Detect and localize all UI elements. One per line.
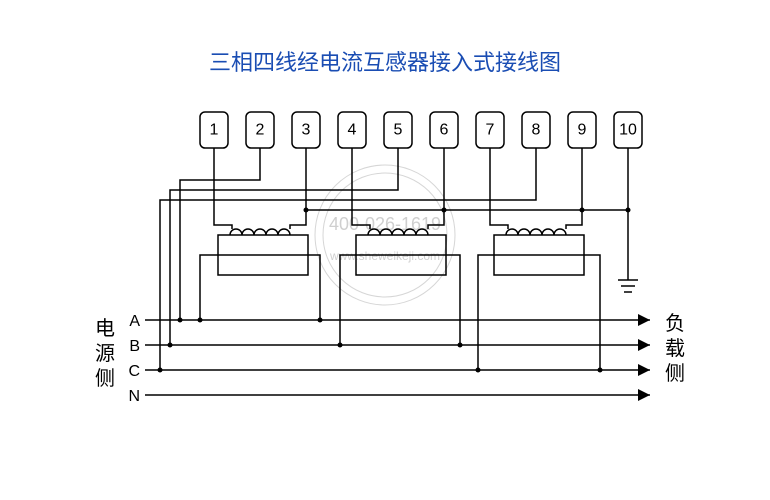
ct-c — [494, 229, 584, 275]
terminal-6: 6 — [430, 112, 458, 148]
phase-lines — [145, 314, 650, 401]
diagram-title: 三相四线经电流互感器接入式接线图 — [209, 50, 561, 75]
svg-text:8: 8 — [532, 122, 541, 139]
svg-text:10: 10 — [619, 122, 637, 139]
terminal-9: 9 — [568, 112, 596, 148]
terminal-7: 7 — [476, 112, 504, 148]
left-side-label: 电 源 侧 — [95, 317, 115, 390]
wiring-diagram: 三相四线经电流互感器接入式接线图 400-026-1619 www.shewei… — [0, 0, 770, 500]
right-label-1: 负 — [665, 312, 685, 335]
right-label-3: 侧 — [665, 362, 685, 385]
left-label-2: 源 — [95, 342, 115, 365]
svg-text:6: 6 — [440, 122, 449, 139]
terminal-3: 3 — [292, 112, 320, 148]
terminal-2: 2 — [246, 112, 274, 148]
terminal-4: 4 — [338, 112, 366, 148]
ct-a — [218, 229, 308, 275]
svg-text:N: N — [128, 388, 140, 405]
svg-text:1: 1 — [210, 122, 219, 139]
svg-text:7: 7 — [486, 122, 495, 139]
left-label-1: 电 — [95, 317, 115, 340]
watermark-phone: 400-026-1619 — [329, 214, 441, 234]
svg-text:C: C — [128, 363, 140, 380]
svg-text:2: 2 — [256, 122, 265, 139]
svg-text:3: 3 — [302, 122, 311, 139]
left-label-3: 侧 — [95, 367, 115, 390]
svg-text:4: 4 — [348, 122, 357, 139]
terminal-8: 8 — [522, 112, 550, 148]
phase-labels: A B C N — [128, 313, 140, 405]
svg-text:9: 9 — [578, 122, 587, 139]
svg-text:5: 5 — [394, 122, 403, 139]
right-label-2: 载 — [665, 337, 685, 360]
watermark-url: www.sheweikeji.com — [329, 249, 440, 263]
svg-text:A: A — [129, 313, 140, 330]
right-side-label: 负 载 侧 — [665, 312, 685, 385]
terminal-10: 10 — [614, 112, 642, 148]
terminal-1: 1 — [200, 112, 228, 148]
svg-text:B: B — [129, 338, 140, 355]
terminal-strip: 1 2 3 4 5 6 7 8 9 10 — [200, 112, 642, 148]
terminal-5: 5 — [384, 112, 412, 148]
